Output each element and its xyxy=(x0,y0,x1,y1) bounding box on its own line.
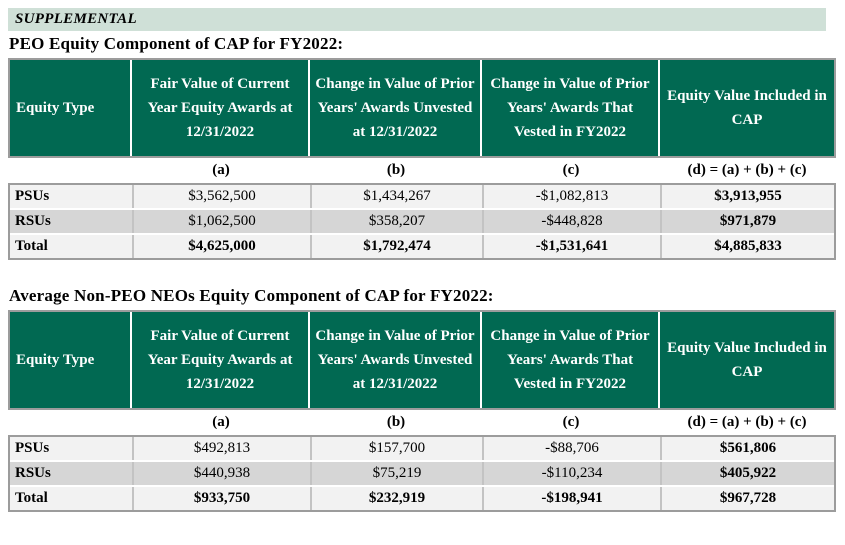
cell-a: $4,625,000 xyxy=(132,235,310,258)
peo-table-title: PEO Equity Component of CAP for FY2022: xyxy=(9,34,344,53)
column-header-change-vested: Change in Value of Prior Years' Awards T… xyxy=(482,60,658,156)
table-row-rsus: RSUs $440,938 $75,219 -$110,234 $405,922 xyxy=(10,462,834,485)
cell-b: $358,207 xyxy=(310,210,482,233)
column-label-a: (a) xyxy=(212,162,230,178)
column-label-c: (c) xyxy=(562,162,580,178)
column-header-change-vested: Change in Value of Prior Years' Awards T… xyxy=(482,312,658,408)
column-header-equity-type: Equity Type xyxy=(10,312,130,408)
cell-b: $157,700 xyxy=(310,437,482,460)
cell-a: $440,938 xyxy=(132,462,310,485)
column-label-b: (b) xyxy=(386,414,406,430)
table-row-psus: PSUs $3,562,500 $1,434,267 -$1,082,813 $… xyxy=(10,185,834,208)
supplemental-banner: SUPPLEMENTAL xyxy=(8,8,826,31)
cell-a: $1,062,500 xyxy=(132,210,310,233)
cell-b: $1,792,474 xyxy=(310,235,482,258)
cell-c: -$198,941 xyxy=(482,487,660,510)
row-type-cell: RSUs xyxy=(10,462,132,485)
table-row-total: Total $933,750 $232,919 -$198,941 $967,7… xyxy=(10,487,834,510)
cell-d: $967,728 xyxy=(660,487,834,510)
cell-a: $933,750 xyxy=(132,487,310,510)
table-row-rsus: RSUs $1,062,500 $358,207 -$448,828 $971,… xyxy=(10,210,834,233)
cell-c: -$110,234 xyxy=(482,462,660,485)
table-row-total: Total $4,625,000 $1,792,474 -$1,531,641 … xyxy=(10,235,834,258)
non-peo-table-section: Average Non-PEO NEOs Equity Component of… xyxy=(8,286,837,512)
column-header-fair-value: Fair Value of Current Year Equity Awards… xyxy=(132,60,308,156)
cell-d: $3,913,955 xyxy=(660,185,834,208)
column-header-change-unvested: Change in Value of Prior Years' Awards U… xyxy=(310,312,480,408)
cell-d: $405,922 xyxy=(660,462,834,485)
document: SUPPLEMENTAL PEO Equity Component of CAP… xyxy=(8,8,837,512)
cell-a: $3,562,500 xyxy=(132,185,310,208)
column-label-a: (a) xyxy=(212,414,230,430)
cell-b: $1,434,267 xyxy=(310,185,482,208)
label-spacer xyxy=(10,410,132,435)
peo-table-header-row: Equity Type Fair Value of Current Year E… xyxy=(8,58,836,158)
peo-table-section: PEO Equity Component of CAP for FY2022: … xyxy=(8,34,837,260)
column-header-change-unvested: Change in Value of Prior Years' Awards U… xyxy=(310,60,480,156)
cell-d: $561,806 xyxy=(660,437,834,460)
cell-c: -$1,082,813 xyxy=(482,185,660,208)
non-peo-column-label-row: (a) (b) (c) (d) = (a) + (b) + (c) xyxy=(8,410,836,435)
cell-a: $492,813 xyxy=(132,437,310,460)
cell-c: -$88,706 xyxy=(482,437,660,460)
non-peo-table-title: Average Non-PEO NEOs Equity Component of… xyxy=(9,286,494,305)
cell-c: -$448,828 xyxy=(482,210,660,233)
column-header-fair-value: Fair Value of Current Year Equity Awards… xyxy=(132,312,308,408)
cell-b: $232,919 xyxy=(310,487,482,510)
cell-b: $75,219 xyxy=(310,462,482,485)
peo-table-body: PSUs $3,562,500 $1,434,267 -$1,082,813 $… xyxy=(8,183,836,260)
peo-column-label-row: (a) (b) (c) (d) = (a) + (b) + (c) xyxy=(8,158,836,183)
row-type-cell: PSUs xyxy=(10,437,132,460)
row-type-cell: PSUs xyxy=(10,185,132,208)
column-label-b: (b) xyxy=(386,162,406,178)
row-type-cell: Total xyxy=(10,235,132,258)
column-label-d: (d) = (a) + (b) + (c) xyxy=(687,162,807,178)
supplemental-label: SUPPLEMENTAL xyxy=(15,11,137,27)
row-type-cell: RSUs xyxy=(10,210,132,233)
row-type-cell: Total xyxy=(10,487,132,510)
column-header-equity-value-cap: Equity Value Included in CAP xyxy=(660,60,834,156)
column-label-d: (d) = (a) + (b) + (c) xyxy=(687,414,807,430)
cell-d: $971,879 xyxy=(660,210,834,233)
column-header-equity-value-cap: Equity Value Included in CAP xyxy=(660,312,834,408)
non-peo-table-body: PSUs $492,813 $157,700 -$88,706 $561,806… xyxy=(8,435,836,512)
table-row-psus: PSUs $492,813 $157,700 -$88,706 $561,806 xyxy=(10,437,834,460)
non-peo-table-header-row: Equity Type Fair Value of Current Year E… xyxy=(8,310,836,410)
label-spacer xyxy=(10,158,132,183)
cell-c: -$1,531,641 xyxy=(482,235,660,258)
column-header-equity-type: Equity Type xyxy=(10,60,130,156)
column-label-c: (c) xyxy=(562,414,580,430)
cell-d: $4,885,833 xyxy=(660,235,834,258)
